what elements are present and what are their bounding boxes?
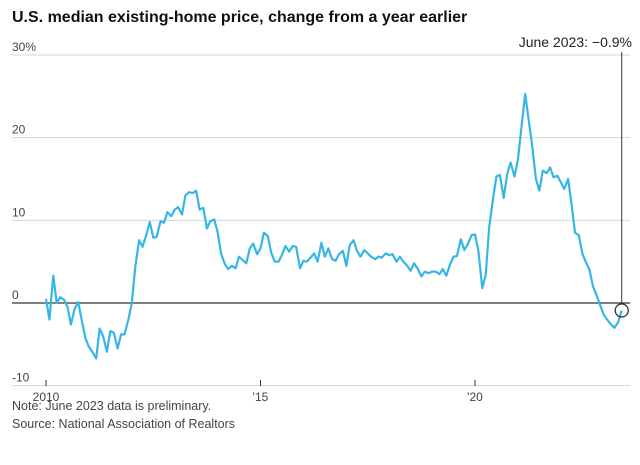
source-note: Source: National Association of Realtors: [12, 417, 236, 431]
y-tick-label: 20: [12, 123, 26, 137]
x-tick-label: 2010: [33, 390, 60, 404]
footnote: Note: June 2023 data is preliminary.: [12, 399, 212, 413]
x-tick-label: '15: [253, 390, 269, 404]
y-tick-label: 10: [12, 205, 26, 219]
y-axis-ticks: 30% 20 10 0 -10: [12, 40, 36, 385]
annotation-label: June 2023: −0.9%: [519, 34, 632, 50]
series-line: [44, 92, 623, 360]
x-tick-label: '20: [467, 390, 483, 404]
gridlines: [12, 54, 630, 387]
y-tick-label: 30%: [12, 40, 36, 54]
chart-title: U.S. median existing-home price, change …: [12, 9, 468, 26]
highlight-point: [614, 303, 629, 318]
y-tick-label: -10: [12, 371, 30, 385]
y-tick-label: 0: [12, 288, 19, 302]
x-axis-ticks: 2010 '15 '20: [33, 380, 483, 404]
